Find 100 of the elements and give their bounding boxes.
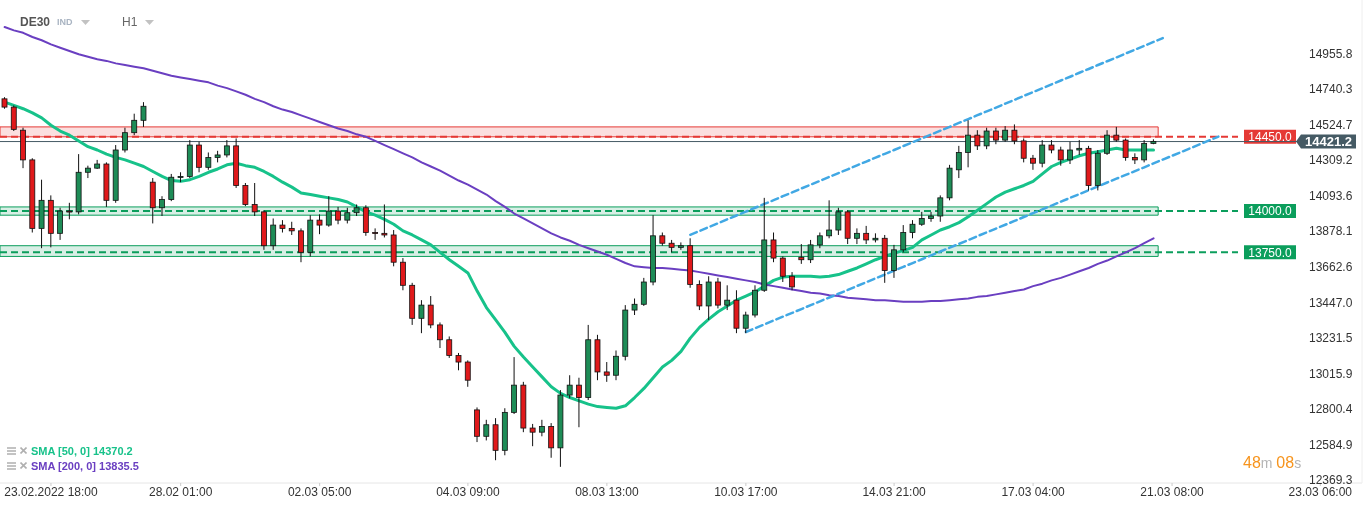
- candlestick: [1011, 123, 1018, 145]
- candlestick: [928, 211, 934, 223]
- candlestick: [826, 199, 833, 239]
- candlestick: [854, 227, 860, 245]
- y-tick-label: 13015.9: [1309, 366, 1353, 381]
- candlestick: [715, 277, 721, 309]
- line-series: [3, 26, 1155, 303]
- candlestick: [418, 299, 425, 334]
- y-tick-label: 13447.0: [1309, 295, 1353, 310]
- candlestick: [483, 419, 490, 441]
- candlestick: [196, 141, 202, 173]
- candlestick: [770, 232, 777, 263]
- candlestick: [835, 207, 842, 236]
- text: SMA [200, 0] 13835.5: [31, 459, 139, 472]
- candlestick: [677, 241, 684, 251]
- candlestick: [427, 295, 434, 329]
- candlestick: [242, 182, 249, 207]
- candlestick: [983, 127, 990, 150]
- candlestick: [974, 129, 981, 151]
- candlestick: [1030, 154, 1036, 171]
- candlestick: [251, 182, 258, 217]
- candlestick: [576, 377, 582, 428]
- x-tick-label: 23.02.2022 18:00: [4, 484, 98, 499]
- candlestick: [131, 113, 138, 136]
- candlestick: [122, 127, 128, 153]
- x-tick-label: 17.03 04:00: [1001, 484, 1066, 499]
- candlestick: [159, 195, 165, 217]
- candlestick: [1057, 146, 1064, 167]
- line-series: [744, 135, 1220, 334]
- candlestick: [566, 374, 573, 399]
- candlestick: [705, 275, 712, 321]
- candlestick: [446, 335, 453, 359]
- y-tick-label: 13662.6: [1309, 259, 1353, 274]
- candlestick: [724, 284, 731, 311]
- y-tick-label: 14740.3: [1309, 82, 1353, 97]
- line-series: [689, 36, 1165, 237]
- candlestick: [863, 225, 870, 245]
- y-tick-label: 12800.4: [1309, 402, 1353, 417]
- candlestick: [57, 207, 63, 241]
- candlestick: [140, 101, 147, 128]
- y-tick-label: 13231.5: [1309, 331, 1353, 346]
- candlestick: [538, 419, 545, 437]
- x-tick-label: 14.03 21:00: [862, 484, 927, 499]
- candlestick: [1131, 152, 1138, 165]
- annotation: IND: [57, 17, 73, 27]
- candlestick: [1020, 137, 1027, 163]
- y-tick-label: 14309.2: [1309, 153, 1353, 168]
- annotation: H1: [122, 15, 138, 29]
- ref-line-label: 13750.0: [1248, 245, 1293, 260]
- candlestick: [807, 239, 814, 264]
- candlestick: [168, 173, 175, 202]
- x-tick-label: 02.03 05:00: [287, 484, 352, 499]
- annotation: 48m 08s: [1243, 454, 1302, 471]
- candlestick: [437, 321, 443, 349]
- ref-line-label: 14000.0: [1248, 204, 1293, 219]
- candlestick: [270, 217, 277, 251]
- candlestick: [900, 224, 907, 253]
- candlestick: [84, 165, 91, 179]
- candlestick: [316, 213, 323, 235]
- ref-line-label: 14421.2: [1305, 134, 1352, 150]
- candlestick: [937, 194, 944, 223]
- candlestick: [1141, 139, 1148, 163]
- candlestick: [696, 279, 703, 311]
- candlestick: [965, 119, 971, 168]
- x-tick-label: 10.03 17:00: [714, 484, 778, 499]
- candlestick: [640, 277, 647, 307]
- candlestick: [798, 243, 805, 265]
- candlestick: [891, 244, 897, 279]
- candlestick: [603, 361, 610, 383]
- y-tick-label: 14093.6: [1309, 188, 1353, 203]
- candlestick: [1104, 129, 1110, 156]
- candlestick: [779, 255, 786, 283]
- x-tick-label: 21.03 08:00: [1140, 484, 1205, 499]
- y-tick-label: 14524.7: [1309, 117, 1353, 132]
- candlestick: [298, 227, 304, 263]
- candlestick: [372, 227, 379, 241]
- candlestick: [955, 145, 962, 179]
- y-tick-label: 13878.1: [1309, 224, 1353, 239]
- ref-line-label: 14450.0: [1248, 130, 1293, 144]
- x-tick-label: 04.03 09:00: [436, 484, 500, 499]
- x-tick-label: 08.03 13:00: [575, 484, 639, 499]
- y-tick-label: 12584.9: [1309, 437, 1353, 452]
- candlestick: [909, 219, 916, 239]
- candlestick: [548, 422, 555, 459]
- candlestick: [613, 349, 619, 381]
- candlestick: [464, 359, 471, 388]
- candlestick: [1122, 137, 1129, 162]
- candlestick: [325, 195, 332, 228]
- text: SMA [50, 0] 14370.2: [31, 444, 133, 457]
- candlestick: [529, 423, 536, 447]
- x-tick-label: 28.02 01:00: [148, 484, 213, 499]
- candlestick: [742, 311, 749, 334]
- candlestick: [400, 257, 406, 291]
- y-tick-label: 14955.8: [1309, 46, 1353, 61]
- candlestick: [381, 203, 388, 238]
- candlestick: [10, 104, 17, 132]
- candlestick: [1039, 139, 1046, 168]
- candlestick: [1067, 141, 1073, 165]
- candlestick: [789, 271, 795, 291]
- text: DE30: [20, 15, 51, 29]
